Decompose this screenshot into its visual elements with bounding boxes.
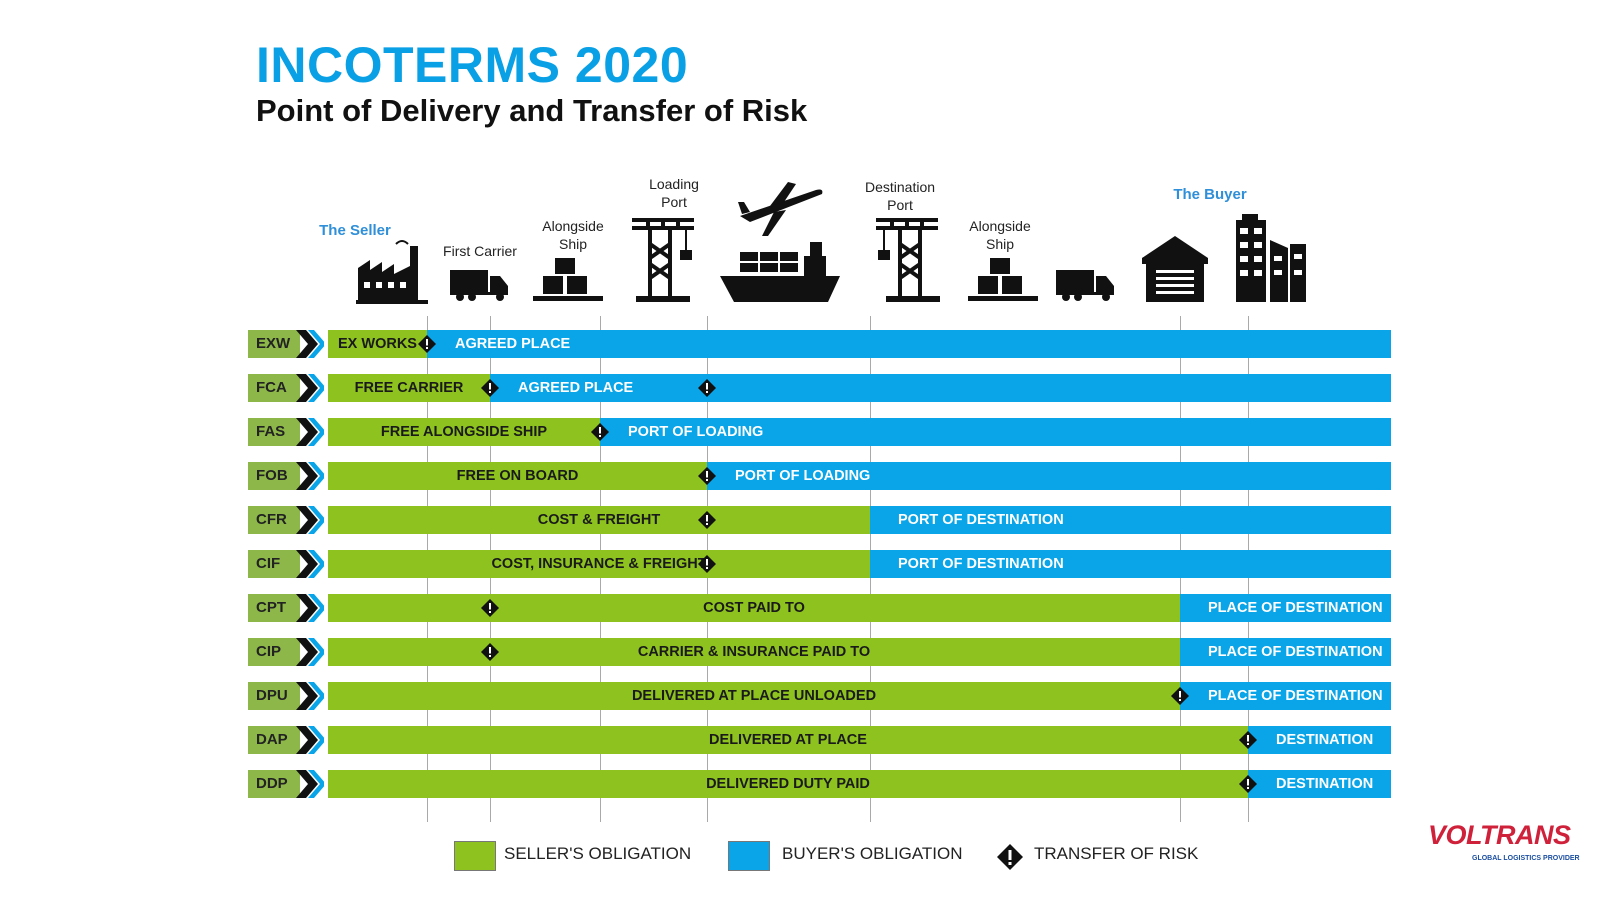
chevron-right-icon [296, 374, 324, 402]
buyer-obligation-segment: DESTINATION [1248, 726, 1391, 754]
truck-icon-first-carrier [450, 270, 508, 301]
buyer-obligation-segment: DESTINATION [1248, 770, 1391, 798]
buyer-obligation-segment: AGREED PLACE [490, 374, 1391, 402]
seller-obligation-segment: FREE ON BOARD [328, 462, 707, 490]
incoterm-row-dpu: DPU DELIVERED AT PLACE UNLOADED PLACE OF D… [248, 682, 1391, 710]
transfer-of-risk-icon [698, 511, 716, 529]
seller-obligation-segment: COST & FREIGHT [328, 506, 870, 534]
seller-obligation-segment: FREE CARRIER [328, 374, 490, 402]
seller-obligation-segment: FREE ALONGSIDE SHIP [328, 418, 600, 446]
incoterm-code: CIF [248, 550, 300, 578]
legend-seller-label: SELLER'S OBLIGATION [504, 844, 692, 863]
transfer-of-risk-icon [481, 599, 499, 617]
page-title: INCOTERMS 2020 [256, 37, 689, 93]
chevron-right-icon [296, 726, 324, 754]
stage-label-seller: The Seller [319, 222, 391, 239]
buyer-obligation-segment: PLACE OF DESTINATION [1180, 594, 1391, 622]
legend-risk-icon [997, 844, 1023, 870]
cargo-boxes-icon-2 [968, 258, 1038, 301]
crane-icon-destination-port [876, 218, 940, 302]
legend-seller-swatch [454, 841, 496, 871]
buyer-obligation-segment: PORT OF DESTINATION [870, 550, 1391, 578]
seller-obligation-segment: EX WORKS [328, 330, 427, 358]
incoterm-code: FOB [248, 462, 300, 490]
incoterm-code: CPT [248, 594, 300, 622]
transfer-of-risk-icon [1239, 731, 1257, 749]
office-buildings-icon [1236, 214, 1306, 302]
incoterm-row-fob: FOB FREE ON BOARD PORT OF LOADING [248, 462, 1391, 490]
stage-label-destination-port: Destination Port [864, 179, 936, 213]
incoterm-row-cfr: CFR COST & FREIGHT PORT OF DESTINATION [248, 506, 1391, 534]
page-subtitle: Point of Delivery and Transfer of Risk [256, 93, 808, 128]
transfer-of-risk-icon [1171, 687, 1189, 705]
incoterm-row-ddp: DDP DELIVERED DUTY PAID DESTINATION [248, 770, 1391, 798]
incoterm-row-fas: FAS FREE ALONGSIDE SHIP PORT OF LOADING [248, 418, 1391, 446]
warehouse-icon [1142, 236, 1208, 302]
transfer-of-risk-icon [591, 423, 609, 441]
incoterm-row-dap: DAP DELIVERED AT PLACE DESTINATION [248, 726, 1391, 754]
truck-icon-delivery [1056, 270, 1114, 301]
chevron-right-icon [296, 638, 324, 666]
buyer-obligation-segment: PORT OF LOADING [707, 462, 1391, 490]
legend-buyer-label: BUYER'S OBLIGATION [782, 844, 963, 863]
stage-label-alongside-ship-2: Alongside Ship [969, 218, 1031, 252]
incoterm-row-cpt: CPT COST PAID TO PLACE OF DESTINATION [248, 594, 1391, 622]
chevron-right-icon [296, 682, 324, 710]
incoterm-code: EXW [248, 330, 300, 358]
stage-label-alongside-ship-1: Alongside Ship [542, 218, 604, 252]
voltrans-logo: VOLTRANS [1428, 820, 1571, 850]
chevron-right-icon [296, 462, 324, 490]
cargo-boxes-icon-1 [533, 258, 603, 301]
transfer-of-risk-icon [1239, 775, 1257, 793]
legend-risk-label: TRANSFER OF RISK [1034, 844, 1199, 863]
chevron-right-icon [296, 550, 324, 578]
buyer-obligation-segment: PORT OF LOADING [600, 418, 1391, 446]
incoterm-code: DDP [248, 770, 300, 798]
incoterm-row-exw: EXW EX WORKS AGREED PLACE [248, 330, 1391, 358]
buyer-obligation-segment: AGREED PLACE [427, 330, 1391, 358]
incoterm-row-cif: CIF COST, INSURANCE & FREIGHT PORT OF DEST… [248, 550, 1391, 578]
seller-obligation-segment: COST, INSURANCE & FREIGHT [328, 550, 870, 578]
airplane-icon [738, 182, 823, 236]
seller-obligation-segment: COST PAID TO [328, 594, 1180, 622]
stage-label-first-carrier: First Carrier [443, 243, 517, 259]
transfer-of-risk-icon [698, 379, 716, 397]
transfer-of-risk-icon [481, 643, 499, 661]
buyer-obligation-segment: PORT OF DESTINATION [870, 506, 1391, 534]
seller-obligation-segment: DELIVERED AT PLACE UNLOADED [328, 682, 1180, 710]
seller-obligation-segment: CARRIER & INSURANCE PAID TO [328, 638, 1180, 666]
buyer-obligation-segment: PLACE OF DESTINATION [1180, 682, 1391, 710]
incoterm-code: CFR [248, 506, 300, 534]
incoterm-code: DPU [248, 682, 300, 710]
cargo-ship-icon [720, 242, 840, 302]
transfer-of-risk-icon [481, 379, 499, 397]
voltrans-logo-tagline: GLOBAL LOGISTICS PROVIDER [1472, 855, 1580, 862]
stage-label-loading-port: Loading Port [649, 176, 699, 210]
incoterm-code: CIP [248, 638, 300, 666]
incoterm-code: FAS [248, 418, 300, 446]
chevron-right-icon [296, 506, 324, 534]
transfer-of-risk-icon [698, 467, 716, 485]
stage-label-buyer: The Buyer [1173, 186, 1247, 203]
incoterm-code: DAP [248, 726, 300, 754]
incoterm-row-fca: FCA FREE CARRIER AGREED PLACE [248, 374, 1391, 402]
legend-buyer-swatch [728, 841, 770, 871]
chevron-right-icon [296, 594, 324, 622]
incoterm-code: FCA [248, 374, 300, 402]
incoterm-row-cip: CIP CARRIER & INSURANCE PAID TO PLACE OF D… [248, 638, 1391, 666]
factory-icon [356, 240, 428, 304]
crane-icon-loading-port [632, 218, 694, 302]
chevron-right-icon [296, 770, 324, 798]
chevron-right-icon [296, 418, 324, 446]
seller-obligation-segment: DELIVERED DUTY PAID [328, 770, 1248, 798]
buyer-obligation-segment: PLACE OF DESTINATION [1180, 638, 1391, 666]
transfer-of-risk-icon [698, 555, 716, 573]
transfer-of-risk-icon [418, 335, 436, 353]
seller-obligation-segment: DELIVERED AT PLACE [328, 726, 1248, 754]
chevron-right-icon [296, 330, 324, 358]
